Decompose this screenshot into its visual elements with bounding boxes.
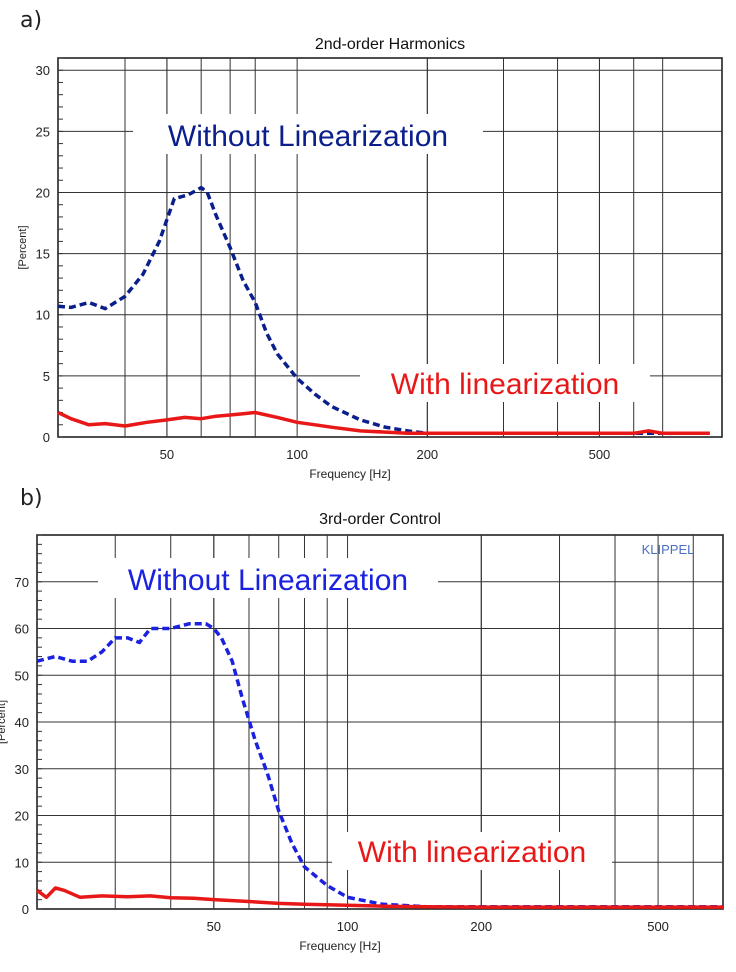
chart-b-ytick-label: 70	[15, 575, 29, 590]
chart-a-xtick-label: 200	[416, 447, 438, 462]
chart-a-annotation-bg	[360, 364, 650, 402]
chart-a-annotation-with-linearization: With linearization	[391, 368, 619, 401]
chart-b-xtick-label: 100	[337, 919, 359, 934]
chart-a-xtick-label: 500	[589, 447, 611, 462]
chart-b-xlabel: Frequency [Hz]	[299, 939, 380, 953]
chart-b-watermark: KLIPPEL	[642, 542, 695, 557]
panel-b-label: b)	[20, 486, 43, 511]
chart-b-xtick-label: 200	[470, 919, 492, 934]
chart-b-ytick-label: 20	[15, 809, 29, 824]
chart-a-ytick-label: 20	[36, 185, 50, 200]
chart-b-ylabel: [Percent]	[0, 700, 8, 744]
chart-b-ytick-label: 10	[15, 855, 29, 870]
chart-a-annotation-without-linearization: Without Linearization	[168, 120, 448, 153]
chart-a-xlabel: Frequency [Hz]	[309, 467, 390, 481]
chart-b-annotation-without-linearization: Without Linearization	[128, 564, 408, 597]
chart-b-series-with-linearization	[35, 886, 723, 909]
chart-b-title: 3rd-order Control	[319, 511, 441, 528]
chart-b-ytick-label: 40	[15, 715, 29, 730]
chart-a-ytick-label: 10	[36, 308, 50, 323]
chart-b-annotation-bg	[332, 832, 612, 870]
chart-a-ytick-label: 25	[36, 124, 50, 139]
chart-b-xtick-label: 500	[647, 919, 669, 934]
chart-b-ytick-label: 50	[15, 668, 29, 683]
chart-a: 0 5 10 15 20 25 30 50 100 200 500 Frequency [Hz] [Pe…	[17, 57, 723, 481]
chart-a-title: 2nd-order Harmonics	[314, 36, 466, 53]
chart-b-xtick-label: 50	[207, 919, 221, 934]
panel-a-label: a)	[20, 8, 43, 33]
chart-a-ytick-label: 15	[36, 247, 50, 262]
chart-a-series-with-linearization	[57, 410, 710, 436]
chart-a-ytick-label: 5	[43, 369, 50, 384]
chart-b-ytick-label: 30	[15, 762, 29, 777]
chart-b-annotation-with-linearization: With linearization	[358, 836, 586, 869]
chart-a-ytick-label: 0	[43, 430, 50, 445]
chart-b-annotation-bg	[98, 558, 438, 598]
chart-a-ytick-label: 30	[36, 63, 50, 78]
chart-a-xtick-label: 50	[160, 447, 174, 462]
chart-b-ytick-label: 0	[22, 902, 29, 917]
chart-a-ylabel: [Percent]	[17, 225, 29, 269]
chart-a-annotation-bg	[133, 114, 483, 154]
chart-b-ytick-label: 60	[15, 622, 29, 637]
chart-a-xtick-label: 100	[286, 447, 308, 462]
